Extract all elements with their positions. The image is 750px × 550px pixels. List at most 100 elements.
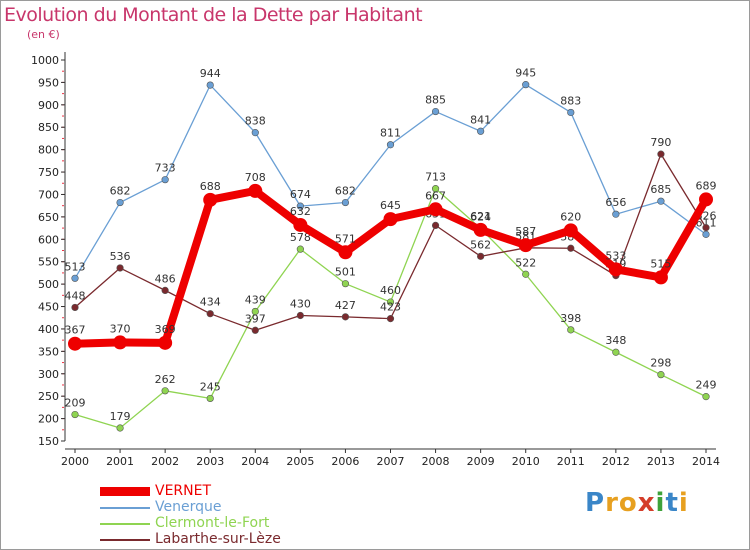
chart-subtitle: (en €) bbox=[27, 28, 60, 41]
x-tick-label: 2005 bbox=[286, 455, 314, 468]
data-label: 632 bbox=[290, 205, 311, 218]
chart-title: Evolution du Montant de la Dette par Hab… bbox=[4, 4, 423, 26]
data-point bbox=[567, 108, 575, 117]
data-point bbox=[702, 230, 710, 238]
x-tick-label: 2011 bbox=[557, 455, 585, 468]
data-label: 688 bbox=[200, 180, 221, 193]
data-point bbox=[473, 222, 488, 237]
logo-letter: i bbox=[655, 488, 666, 518]
data-point bbox=[612, 348, 620, 356]
x-tick-label: 2004 bbox=[241, 455, 269, 468]
data-label: 682 bbox=[335, 185, 356, 198]
data-point bbox=[68, 336, 82, 351]
data-point bbox=[158, 335, 173, 350]
data-point bbox=[71, 410, 79, 419]
data-label: 620 bbox=[560, 210, 581, 223]
legend-label: Venerque bbox=[155, 499, 222, 515]
data-point bbox=[431, 185, 440, 193]
data-label: 645 bbox=[380, 199, 401, 212]
y-tick-label: 200 bbox=[38, 413, 59, 426]
x-tick-label: 2013 bbox=[647, 455, 675, 468]
data-label: 689 bbox=[696, 179, 717, 192]
y-tick-label: 950 bbox=[38, 76, 59, 89]
proxiti-logo: Proxiti bbox=[585, 488, 689, 518]
data-point bbox=[206, 81, 214, 89]
data-label: 682 bbox=[110, 185, 131, 198]
data-label: 245 bbox=[200, 380, 221, 393]
y-tick-label: 700 bbox=[38, 188, 59, 201]
data-label: 838 bbox=[245, 115, 266, 128]
data-point bbox=[612, 210, 620, 218]
data-label: 883 bbox=[560, 94, 581, 107]
data-label: 733 bbox=[155, 162, 176, 175]
data-label: 708 bbox=[245, 171, 266, 184]
data-label: 430 bbox=[290, 297, 311, 310]
x-tick-label: 2008 bbox=[422, 455, 450, 468]
data-point bbox=[71, 303, 79, 312]
data-point bbox=[341, 280, 350, 288]
data-point bbox=[248, 183, 263, 198]
data-label: 369 bbox=[155, 323, 176, 336]
legend-swatch bbox=[100, 507, 150, 509]
data-label: 262 bbox=[155, 373, 176, 386]
data-label: 621 bbox=[470, 210, 491, 223]
data-point bbox=[386, 315, 395, 323]
y-tick-label: 900 bbox=[38, 99, 59, 112]
data-label: 486 bbox=[155, 272, 176, 285]
data-point bbox=[563, 223, 578, 238]
y-tick-label: 850 bbox=[38, 121, 59, 134]
data-point bbox=[296, 311, 304, 320]
data-label: 571 bbox=[335, 232, 356, 245]
x-tick-label: 2000 bbox=[61, 455, 89, 468]
data-point bbox=[116, 264, 124, 272]
data-label: 423 bbox=[380, 301, 401, 314]
y-tick-label: 650 bbox=[38, 211, 59, 224]
data-label: 944 bbox=[200, 67, 221, 80]
y-tick-label: 1000 bbox=[31, 54, 59, 67]
data-label: 533 bbox=[605, 249, 626, 262]
x-tick-label: 2001 bbox=[106, 455, 134, 468]
data-label: 179 bbox=[110, 410, 131, 423]
data-label: 370 bbox=[110, 322, 131, 335]
data-point bbox=[653, 270, 668, 285]
legend-swatch bbox=[100, 487, 150, 496]
y-tick-label: 450 bbox=[38, 301, 59, 314]
logo-letter: i bbox=[678, 488, 689, 518]
data-label: 522 bbox=[515, 256, 536, 269]
x-tick-label: 2009 bbox=[467, 455, 495, 468]
data-point bbox=[657, 150, 665, 158]
data-label: 367 bbox=[65, 324, 86, 337]
y-tick-label: 250 bbox=[38, 390, 59, 403]
data-label: 439 bbox=[245, 293, 266, 306]
data-point bbox=[113, 335, 128, 350]
data-label: 562 bbox=[470, 238, 491, 251]
data-point bbox=[431, 221, 440, 229]
y-tick-label: 600 bbox=[38, 233, 59, 246]
x-tick-label: 2010 bbox=[512, 455, 540, 468]
data-label: 536 bbox=[110, 250, 131, 263]
x-tick-label: 2007 bbox=[377, 455, 405, 468]
x-tick-label: 2003 bbox=[196, 455, 224, 468]
data-point bbox=[116, 198, 124, 207]
data-point bbox=[206, 394, 214, 403]
logo-letter: r bbox=[605, 488, 619, 518]
y-tick-label: 350 bbox=[38, 345, 59, 358]
data-point bbox=[251, 307, 259, 316]
data-point bbox=[71, 274, 79, 282]
data-label: 674 bbox=[290, 188, 311, 201]
data-point bbox=[567, 326, 575, 334]
data-point bbox=[518, 238, 533, 253]
data-point bbox=[477, 127, 485, 135]
x-tick-label: 2012 bbox=[602, 455, 630, 468]
y-tick-label: 800 bbox=[38, 144, 59, 157]
data-label: 460 bbox=[380, 284, 401, 297]
data-point bbox=[296, 245, 304, 253]
data-label: 298 bbox=[650, 357, 671, 370]
legend-swatch bbox=[100, 539, 150, 541]
data-label: 249 bbox=[696, 379, 717, 392]
data-label: 398 bbox=[560, 312, 581, 325]
data-label: 624 bbox=[470, 211, 491, 224]
data-point bbox=[567, 244, 575, 252]
data-label: 713 bbox=[425, 171, 446, 184]
